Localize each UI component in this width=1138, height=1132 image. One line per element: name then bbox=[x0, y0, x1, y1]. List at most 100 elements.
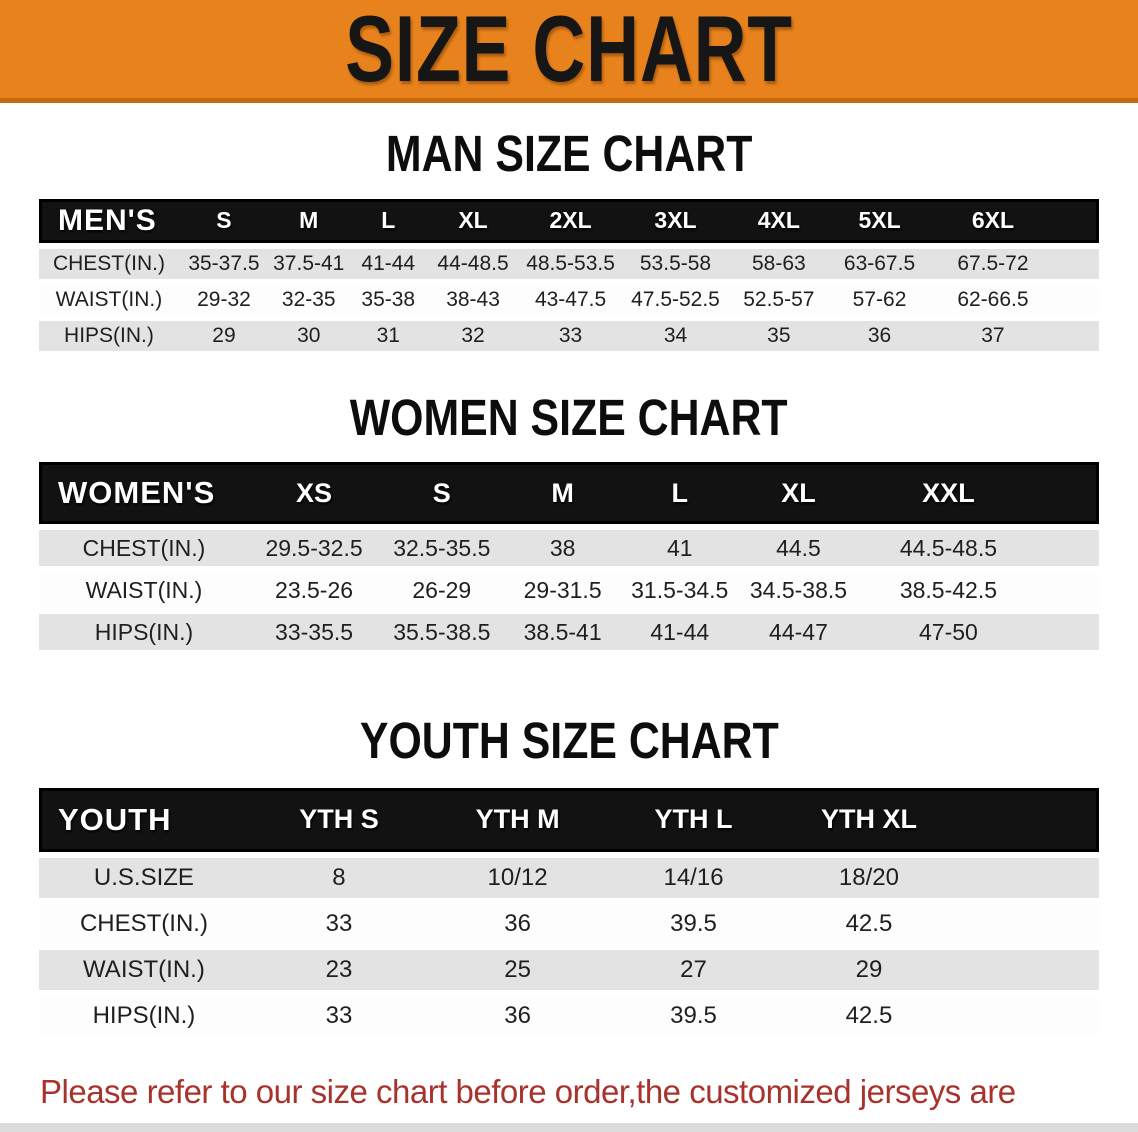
spacer-cell bbox=[956, 949, 1099, 990]
women-size-table: WOMEN'S XS S M L XL XXL CHEST(IN.) 29.5-… bbox=[39, 456, 1099, 656]
spacer-cell bbox=[1056, 248, 1099, 279]
spacer-cell bbox=[956, 857, 1099, 898]
size-cell: 67.5-72 bbox=[929, 248, 1057, 279]
men-table-header-row: MEN'S S M L XL 2XL 3XL 4XL 5XL 6XL bbox=[39, 198, 1099, 243]
size-cell: 39.5 bbox=[606, 995, 781, 1036]
size-cell: 32.5-35.5 bbox=[379, 530, 505, 567]
men-section-heading: MAN SIZE CHART bbox=[0, 127, 1138, 181]
size-cell: 37.5-41 bbox=[269, 248, 349, 279]
youth-ussize-row: U.S.SIZE 8 10/12 14/16 18/20 bbox=[39, 857, 1099, 898]
women-waist-row: WAIST(IN.) 23.5-26 26-29 29-31.5 31.5-34… bbox=[39, 572, 1099, 609]
youth-hips-row: HIPS(IN.) 33 36 39.5 42.5 bbox=[39, 995, 1099, 1036]
row-label: HIPS(IN.) bbox=[39, 995, 249, 1036]
row-label: WAIST(IN.) bbox=[39, 284, 179, 315]
size-cell: 58-63 bbox=[727, 248, 830, 279]
size-cell: 42.5 bbox=[780, 995, 957, 1036]
size-cell: 35 bbox=[727, 320, 830, 351]
men-size-table: MEN'S S M L XL 2XL 3XL 4XL 5XL 6XL CHEST… bbox=[39, 193, 1099, 357]
size-cell: 63-67.5 bbox=[829, 248, 930, 279]
women-table-title: WOMEN'S bbox=[39, 462, 249, 525]
size-cell: 44-48.5 bbox=[428, 248, 519, 279]
size-cell: 10/12 bbox=[429, 857, 607, 898]
size-cell: 52.5-57 bbox=[727, 284, 830, 315]
women-hips-row: HIPS(IN.) 33-35.5 35.5-38.5 38.5-41 41-4… bbox=[39, 614, 1099, 651]
spacer-cell bbox=[1038, 530, 1099, 567]
size-chart-banner: SIZE CHART bbox=[0, 0, 1138, 103]
spacer-cell bbox=[1038, 572, 1099, 609]
size-cell: 31.5-34.5 bbox=[620, 572, 739, 609]
size-cell: 38-43 bbox=[428, 284, 519, 315]
size-cell: 44-47 bbox=[738, 614, 859, 651]
size-cell: 48.5-53.5 bbox=[518, 248, 624, 279]
spacer-cell bbox=[1038, 462, 1099, 525]
size-cell: 43-47.5 bbox=[518, 284, 624, 315]
size-cell: 29.5-32.5 bbox=[248, 530, 380, 567]
size-cell: 41 bbox=[620, 530, 739, 567]
size-column-header: YTH L bbox=[606, 787, 781, 852]
spacer-cell bbox=[956, 903, 1099, 944]
men-table-title: MEN'S bbox=[39, 198, 179, 243]
size-cell: 34.5-38.5 bbox=[738, 572, 859, 609]
size-cell: 35-38 bbox=[348, 284, 428, 315]
size-cell: 18/20 bbox=[780, 857, 957, 898]
size-cell: 8 bbox=[248, 857, 430, 898]
size-cell: 25 bbox=[429, 949, 607, 990]
size-cell: 26-29 bbox=[379, 572, 505, 609]
size-cell: 23.5-26 bbox=[248, 572, 380, 609]
size-cell: 31 bbox=[348, 320, 428, 351]
bottom-strip bbox=[0, 1123, 1138, 1132]
size-cell: 23 bbox=[248, 949, 430, 990]
size-column-header: YTH M bbox=[429, 787, 607, 852]
size-cell: 39.5 bbox=[606, 903, 781, 944]
spacer-cell bbox=[956, 995, 1099, 1036]
size-cell: 33-35.5 bbox=[248, 614, 380, 651]
size-cell: 42.5 bbox=[780, 903, 957, 944]
size-cell: 38 bbox=[504, 530, 621, 567]
spacer-cell bbox=[956, 787, 1099, 852]
size-cell: 35.5-38.5 bbox=[379, 614, 505, 651]
size-column-header: 5XL bbox=[829, 198, 930, 243]
spacer-cell bbox=[1056, 320, 1099, 351]
size-column-header: XL bbox=[738, 462, 859, 525]
size-cell: 38.5-42.5 bbox=[858, 572, 1039, 609]
spacer-cell bbox=[1038, 614, 1099, 651]
row-label: U.S.SIZE bbox=[39, 857, 249, 898]
size-cell: 47-50 bbox=[858, 614, 1039, 651]
size-column-header: XS bbox=[248, 462, 380, 525]
banner-title: SIZE CHART bbox=[345, 0, 793, 101]
women-section-heading-text: WOMEN SIZE CHART bbox=[350, 388, 788, 446]
size-column-header: 6XL bbox=[929, 198, 1057, 243]
size-column-header: 3XL bbox=[623, 198, 728, 243]
row-label: CHEST(IN.) bbox=[39, 248, 179, 279]
size-cell: 33 bbox=[518, 320, 624, 351]
size-column-header: XXL bbox=[858, 462, 1039, 525]
size-cell: 41-44 bbox=[620, 614, 739, 651]
youth-waist-row: WAIST(IN.) 23 25 27 29 bbox=[39, 949, 1099, 990]
size-cell: 29 bbox=[780, 949, 957, 990]
size-cell: 29-32 bbox=[178, 284, 269, 315]
spacer-cell bbox=[1056, 284, 1099, 315]
size-cell: 36 bbox=[429, 995, 607, 1036]
size-cell: 32-35 bbox=[269, 284, 349, 315]
size-cell: 53.5-58 bbox=[623, 248, 728, 279]
size-column-header: 2XL bbox=[518, 198, 624, 243]
size-cell: 36 bbox=[829, 320, 930, 351]
size-column-header: L bbox=[348, 198, 428, 243]
size-cell: 57-62 bbox=[829, 284, 930, 315]
size-cell: 35-37.5 bbox=[178, 248, 269, 279]
size-cell: 34 bbox=[623, 320, 728, 351]
size-column-header: YTH XL bbox=[780, 787, 957, 852]
size-cell: 33 bbox=[248, 995, 430, 1036]
size-cell: 27 bbox=[606, 949, 781, 990]
size-column-header: L bbox=[620, 462, 739, 525]
size-column-header: S bbox=[379, 462, 505, 525]
men-section-heading-text: MAN SIZE CHART bbox=[385, 125, 753, 182]
men-waist-row: WAIST(IN.) 29-32 32-35 35-38 38-43 43-47… bbox=[39, 284, 1099, 315]
size-column-header: M bbox=[504, 462, 621, 525]
youth-section-heading-text: YOUTH SIZE CHART bbox=[359, 712, 779, 770]
men-chest-row: CHEST(IN.) 35-37.5 37.5-41 41-44 44-48.5… bbox=[39, 248, 1099, 279]
size-cell: 44.5 bbox=[738, 530, 859, 567]
row-label: CHEST(IN.) bbox=[39, 903, 249, 944]
size-cell: 44.5-48.5 bbox=[858, 530, 1039, 567]
